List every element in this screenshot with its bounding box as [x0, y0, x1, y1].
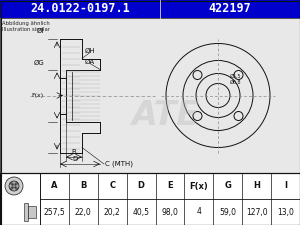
Text: ØA: ØA	[85, 58, 95, 65]
Text: Ø5,5: Ø5,5	[230, 74, 242, 79]
Text: F(x): F(x)	[32, 93, 44, 98]
Text: 422197: 422197	[208, 2, 251, 16]
Text: 13,0: 13,0	[277, 207, 294, 216]
Text: G: G	[224, 182, 231, 191]
Text: 98,0: 98,0	[162, 207, 178, 216]
Text: 59,0: 59,0	[219, 207, 236, 216]
Text: C: C	[109, 182, 115, 191]
Circle shape	[16, 187, 17, 189]
Text: H: H	[253, 182, 260, 191]
Text: I: I	[284, 182, 287, 191]
Circle shape	[11, 182, 13, 184]
Text: ATE: ATE	[131, 99, 199, 132]
Bar	[28, 206, 36, 218]
Text: 127,0: 127,0	[246, 207, 268, 216]
Bar	[24, 203, 28, 221]
Text: Illustration similar: Illustration similar	[2, 27, 50, 32]
Text: Abbildung ähnlich: Abbildung ähnlich	[2, 21, 50, 26]
Text: Ø6,8: Ø6,8	[230, 79, 242, 85]
Text: B: B	[80, 182, 86, 191]
Bar	[0, 173, 300, 225]
Text: 40,5: 40,5	[133, 207, 150, 216]
Text: 257,5: 257,5	[44, 207, 65, 216]
Text: 24.0122-0197.1: 24.0122-0197.1	[30, 2, 130, 16]
Circle shape	[5, 177, 23, 195]
Text: F(x): F(x)	[190, 182, 208, 191]
Circle shape	[16, 182, 17, 184]
Text: B: B	[72, 149, 76, 155]
Text: ØI: ØI	[37, 27, 44, 34]
Circle shape	[9, 181, 19, 191]
Text: 22,0: 22,0	[75, 207, 92, 216]
Text: D: D	[72, 156, 78, 162]
Circle shape	[12, 184, 16, 188]
Text: E: E	[167, 182, 173, 191]
Text: 20,2: 20,2	[104, 207, 121, 216]
Bar	[0, 18, 300, 173]
Circle shape	[11, 187, 13, 189]
Text: 4: 4	[196, 207, 201, 216]
Text: ØH: ØH	[85, 47, 96, 54]
Text: C (MTH): C (MTH)	[105, 161, 133, 167]
Text: D: D	[138, 182, 145, 191]
Text: A: A	[51, 182, 58, 191]
Bar	[0, 173, 300, 225]
Text: ØG: ØG	[33, 59, 44, 65]
Bar	[0, 0, 300, 18]
